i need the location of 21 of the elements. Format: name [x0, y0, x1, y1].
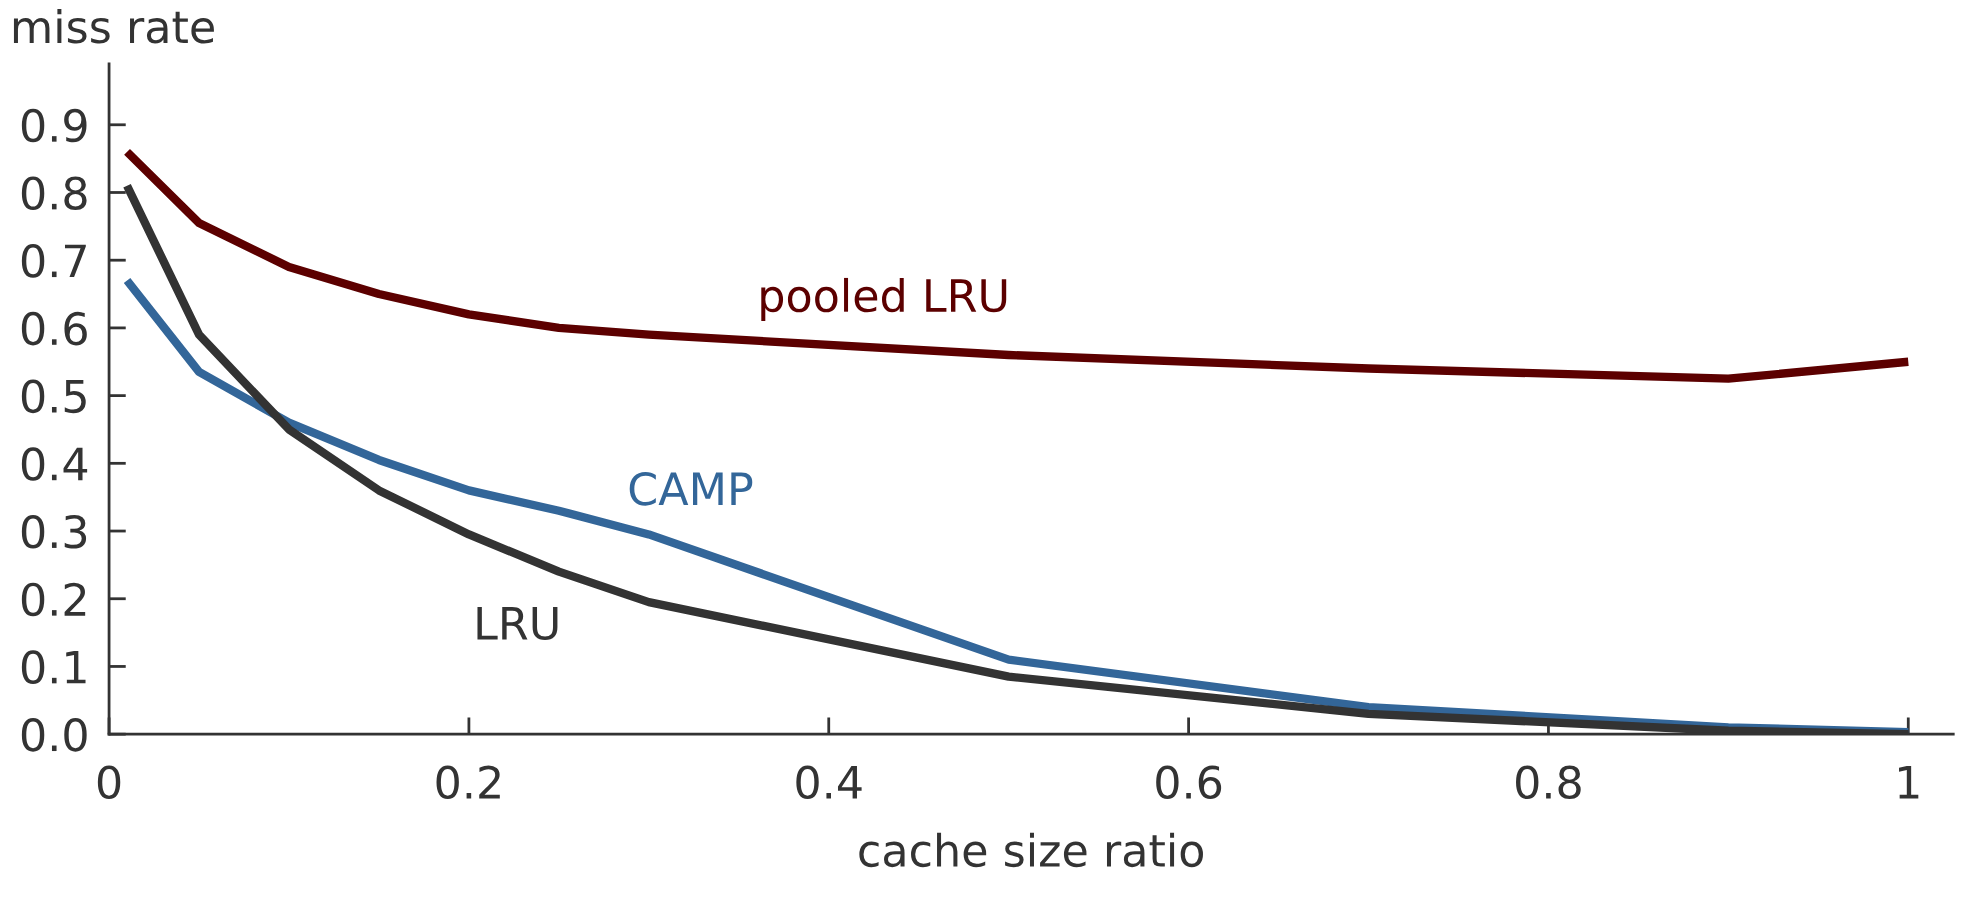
x-tick-label: 0 — [97, 765, 121, 800]
series-label: LRU — [477, 607, 558, 641]
series-label: pooled LRU — [761, 277, 1007, 321]
y-tick-label: 0.1 — [21, 650, 86, 684]
x-axis-title: cache size ratio — [859, 832, 1203, 868]
x-tick-label: 0.4 — [796, 765, 862, 800]
y-tick-label: 0.2 — [21, 582, 86, 617]
y-tick-label: 0.9 — [21, 108, 87, 143]
x-tick-label: 0.8 — [1516, 765, 1581, 800]
x-tick-label: 1 — [1899, 766, 1919, 799]
y-tick-label: 0.3 — [21, 514, 87, 549]
y-tick-label: 0.5 — [21, 379, 86, 414]
y-tick-label: 0.6 — [21, 311, 87, 346]
y-tick-label: 0.4 — [21, 447, 88, 481]
y-tick-label: 0.7 — [21, 244, 86, 278]
y-axis-title: miss rate — [13, 9, 214, 44]
series-label: CAMP — [629, 472, 753, 506]
y-tick-label: 0.8 — [21, 176, 87, 210]
y-tick-label: 0.0 — [21, 718, 87, 752]
x-tick-label: 0.6 — [1156, 765, 1222, 800]
x-tick-label: 0.2 — [436, 765, 500, 800]
